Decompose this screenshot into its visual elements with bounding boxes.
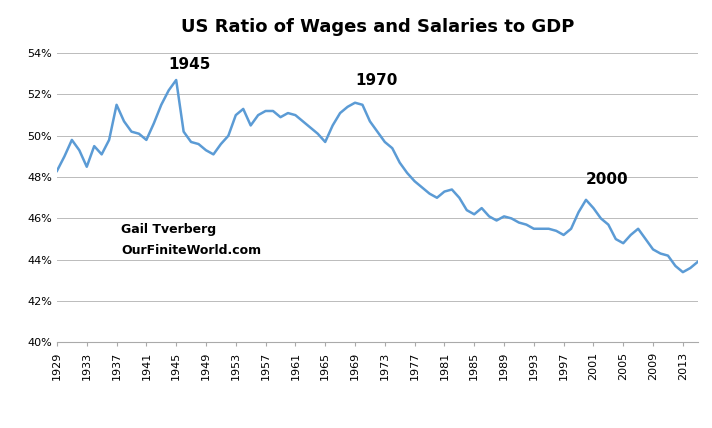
Text: 2000: 2000 — [586, 172, 629, 187]
Text: Gail Tverberg: Gail Tverberg — [121, 223, 216, 235]
Text: OurFiniteWorld.com: OurFiniteWorld.com — [121, 244, 261, 256]
Title: US Ratio of Wages and Salaries to GDP: US Ratio of Wages and Salaries to GDP — [181, 18, 574, 36]
Text: 1970: 1970 — [355, 73, 397, 88]
Text: 1945: 1945 — [169, 57, 211, 72]
